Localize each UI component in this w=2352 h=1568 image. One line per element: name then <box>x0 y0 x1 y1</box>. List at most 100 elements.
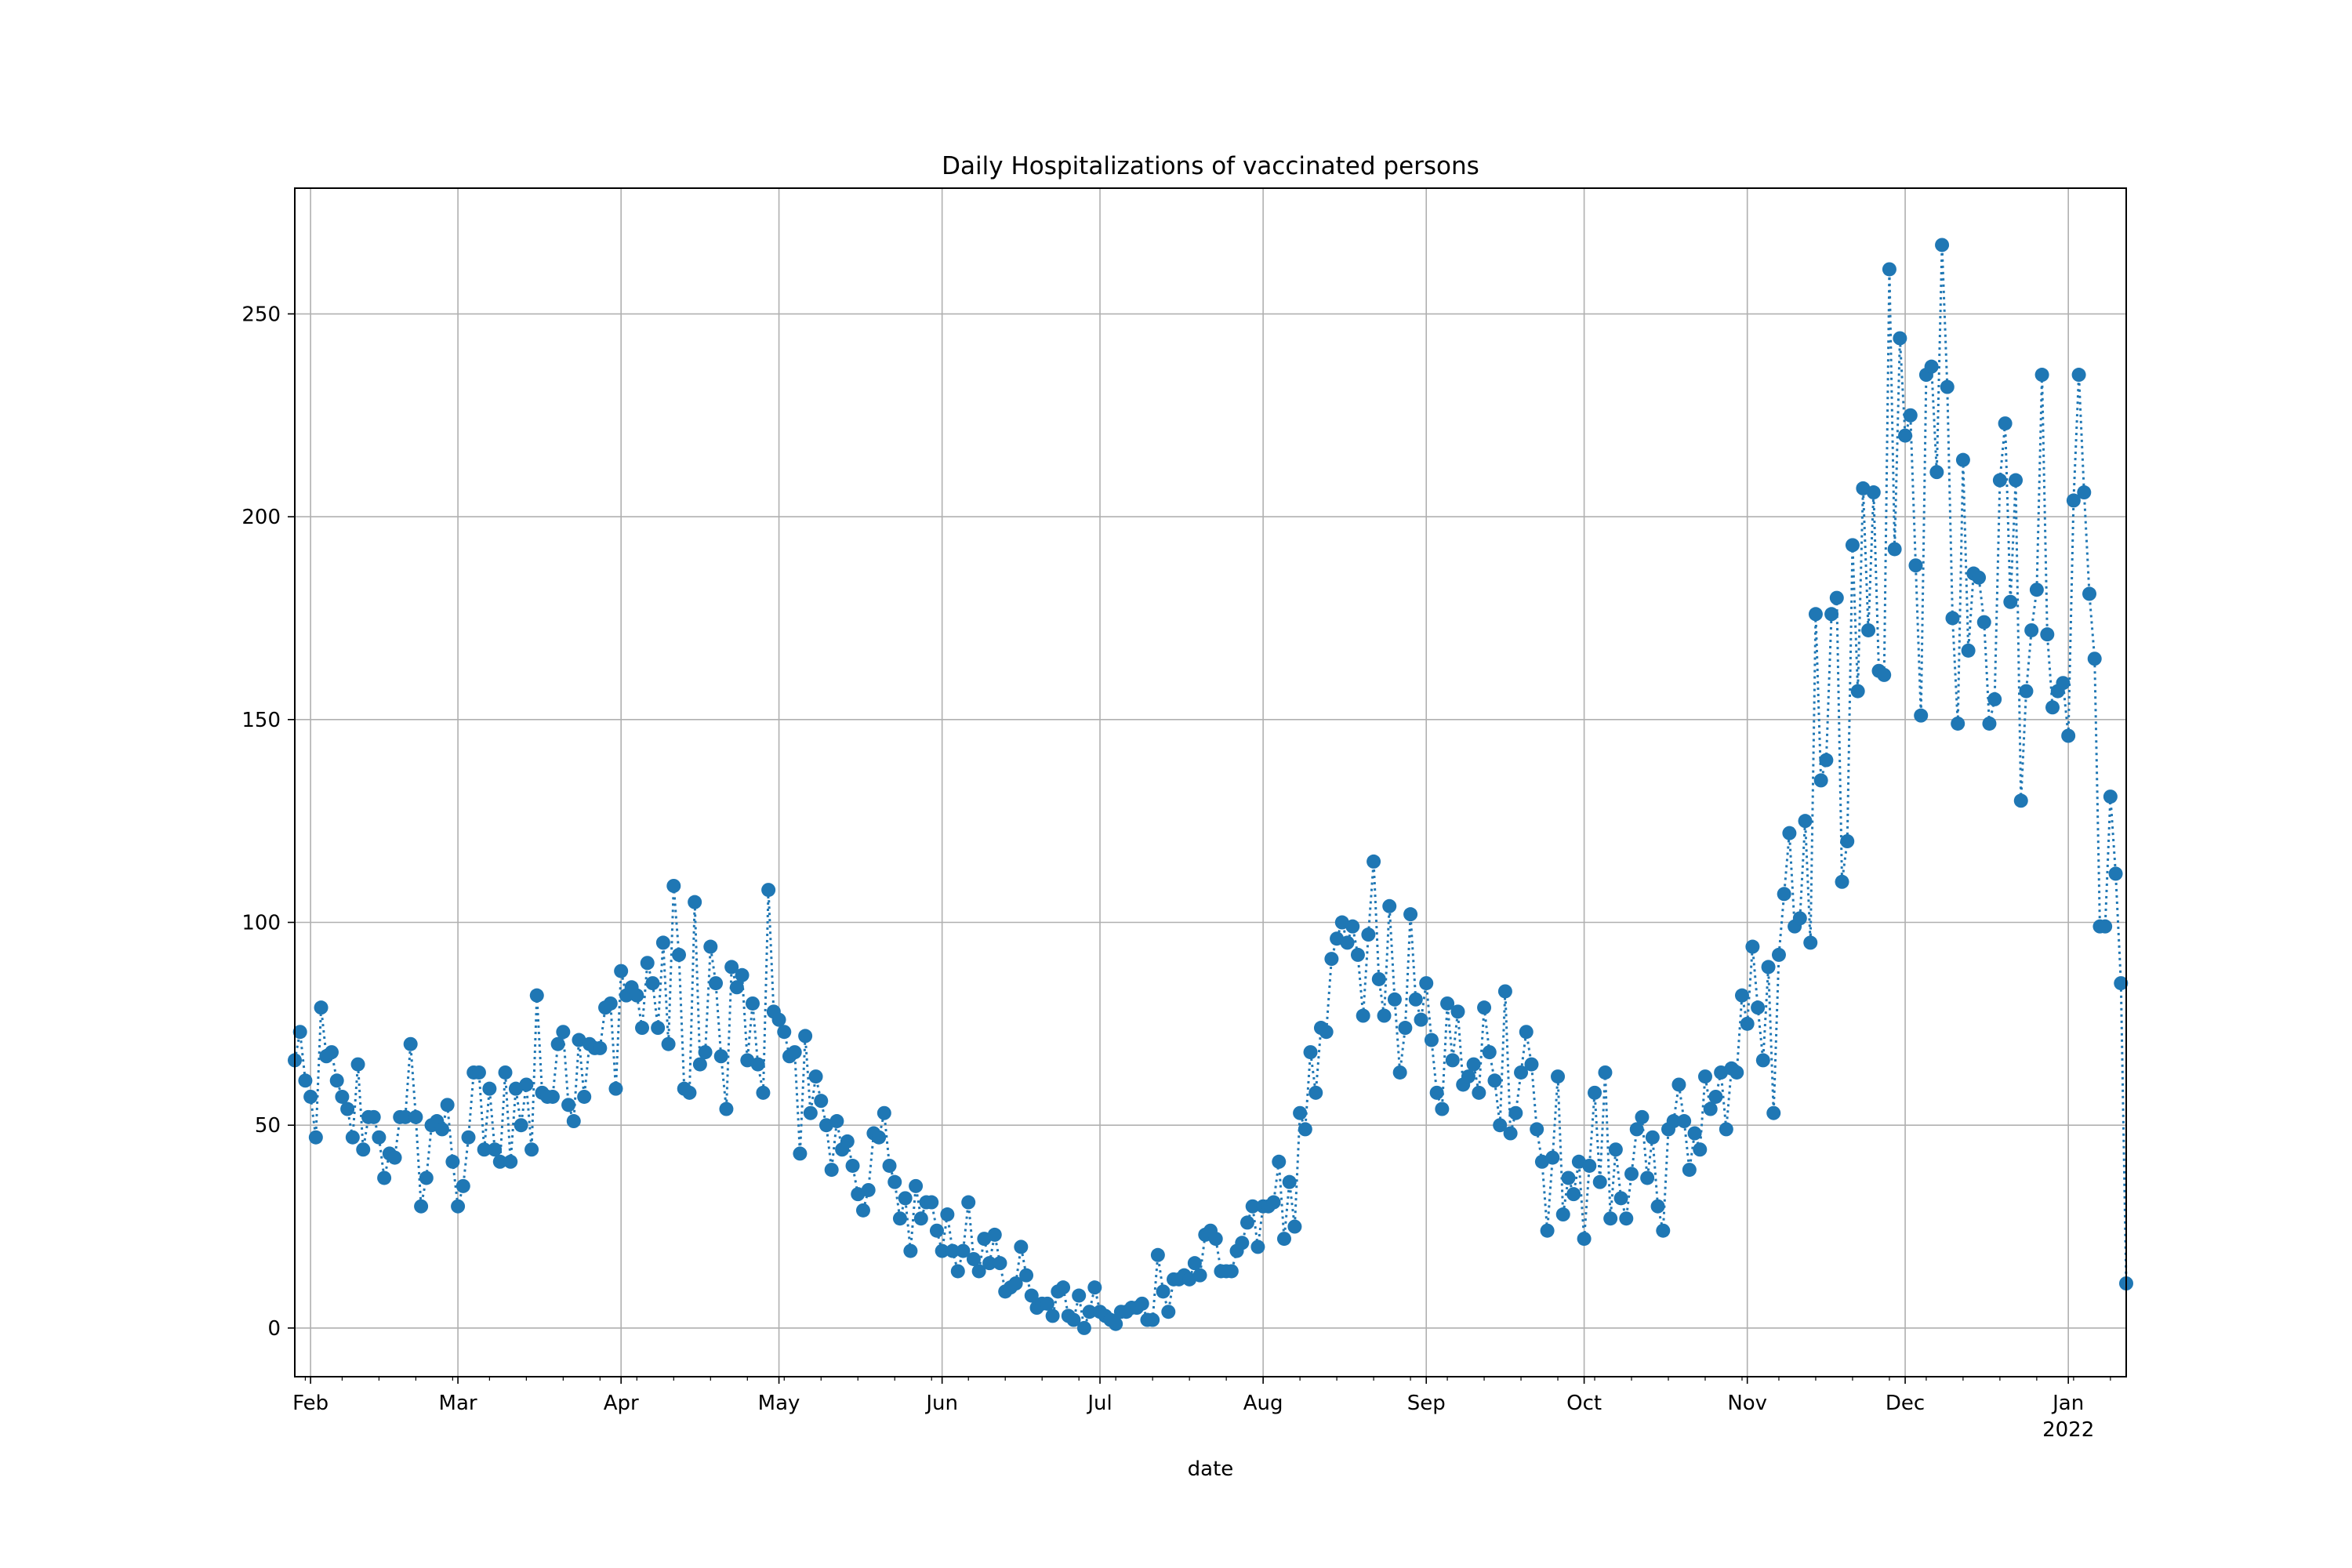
data-point <box>440 1098 455 1112</box>
data-point <box>2087 652 2102 666</box>
data-point <box>909 1178 924 1193</box>
data-point <box>593 1040 608 1055</box>
data-point <box>2056 676 2071 691</box>
data-point <box>1903 408 1918 423</box>
data-point <box>966 1251 981 1266</box>
data-point <box>577 1089 592 1104</box>
data-point <box>1755 1053 1770 1068</box>
data-point <box>556 1025 571 1040</box>
data-point <box>1056 1280 1071 1295</box>
data-point <box>1566 1187 1581 1202</box>
data-point <box>298 1073 313 1088</box>
data-point <box>940 1207 955 1222</box>
data-point <box>2045 700 2060 715</box>
data-point <box>1908 558 1923 573</box>
data-point <box>329 1073 344 1088</box>
data-point <box>1250 1240 1265 1254</box>
data-point <box>746 996 760 1011</box>
data-point <box>1134 1296 1149 1311</box>
y-tick-label: 250 <box>241 303 281 326</box>
data-point <box>445 1154 460 1169</box>
series-layer <box>288 238 2133 1335</box>
data-point <box>1877 667 1892 682</box>
data-point <box>1408 992 1423 1007</box>
data-point <box>1493 1118 1508 1133</box>
data-point <box>1887 542 1902 557</box>
x-tick-label: Jul <box>1086 1392 1112 1415</box>
data-point <box>1693 1142 1708 1157</box>
data-point <box>950 1264 965 1279</box>
data-point <box>872 1130 887 1145</box>
data-point <box>987 1227 1002 1242</box>
data-point <box>608 1081 623 1096</box>
data-point <box>887 1174 902 1189</box>
data-point <box>1461 1069 1475 1084</box>
data-point <box>929 1223 944 1238</box>
data-point <box>529 988 544 1003</box>
data-point <box>1340 935 1355 950</box>
data-point <box>1687 1126 1702 1141</box>
data-point <box>651 1021 666 1036</box>
data-point <box>1782 826 1797 840</box>
data-point <box>1519 1025 1534 1040</box>
data-point <box>771 1012 786 1027</box>
data-point <box>777 1025 792 1040</box>
data-point <box>787 1045 802 1060</box>
data-point <box>1293 1105 1308 1120</box>
data-point <box>1477 1000 1492 1015</box>
data-point <box>1598 1065 1613 1080</box>
x-tick-label: Feb <box>292 1392 328 1415</box>
data-point <box>2114 976 2129 991</box>
data-point <box>1813 773 1828 788</box>
data-point <box>1740 1016 1755 1031</box>
data-point <box>2061 728 2076 743</box>
data-point <box>1682 1163 1697 1178</box>
data-point <box>630 988 644 1003</box>
data-point <box>1555 1207 1570 1222</box>
data-point <box>1387 992 1402 1007</box>
data-point <box>814 1094 829 1109</box>
x-tick-label: Nov <box>1727 1392 1767 1415</box>
data-point <box>1024 1288 1039 1303</box>
data-point <box>1235 1236 1250 1250</box>
data-point <box>1761 960 1776 975</box>
data-point <box>971 1264 986 1279</box>
x-tick-label: Jan <box>2051 1392 2084 1415</box>
data-point <box>2108 866 2123 881</box>
data-point <box>350 1057 365 1072</box>
data-point <box>1266 1195 1281 1210</box>
data-point <box>1377 1008 1392 1023</box>
data-point <box>1324 952 1339 967</box>
data-point <box>898 1191 913 1206</box>
data-point <box>682 1085 697 1100</box>
data-point <box>1429 1085 1444 1100</box>
data-point <box>1540 1223 1555 1238</box>
data-point <box>345 1130 360 1145</box>
data-point <box>1287 1219 1302 1234</box>
data-point <box>2029 583 2044 597</box>
data-point <box>1914 708 1929 723</box>
data-point <box>1734 988 1749 1003</box>
data-point <box>1224 1264 1239 1279</box>
data-point <box>829 1114 844 1129</box>
data-point <box>1487 1073 1502 1088</box>
data-point <box>1945 611 1960 626</box>
data-point <box>1666 1114 1681 1129</box>
data-point <box>292 1025 307 1040</box>
y-tick-label: 100 <box>241 912 281 935</box>
data-point <box>377 1171 392 1185</box>
data-point <box>324 1045 339 1060</box>
data-point <box>635 1021 650 1036</box>
data-point <box>1187 1256 1202 1271</box>
data-point <box>1503 1126 1518 1141</box>
data-point <box>1656 1223 1671 1238</box>
data-point <box>503 1154 518 1169</box>
data-point <box>713 1049 728 1064</box>
data-point <box>1445 1053 1460 1068</box>
data-point <box>1282 1174 1297 1189</box>
data-point <box>397 1109 412 1124</box>
data-point <box>451 1199 466 1214</box>
data-point <box>1482 1045 1497 1060</box>
data-point <box>1240 1215 1254 1230</box>
